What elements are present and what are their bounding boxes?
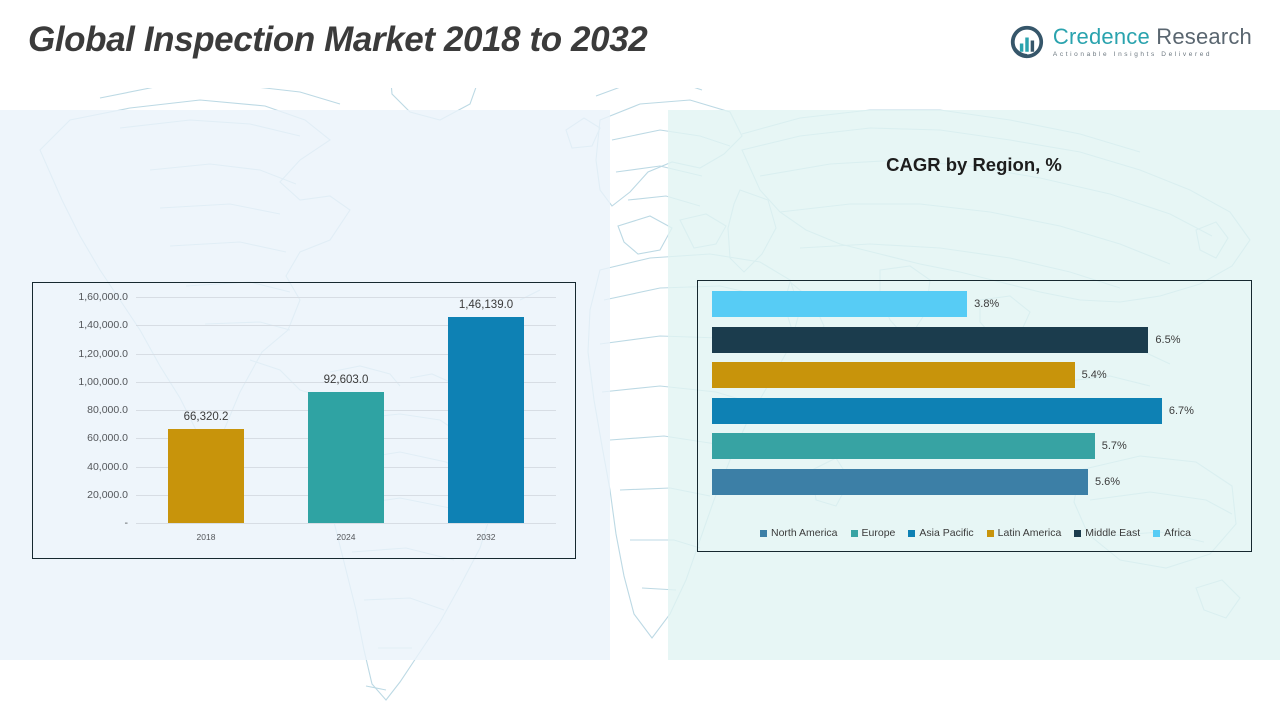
bar-row-latin-america: 5.4% <box>712 362 1107 388</box>
gridline: 1,60,000.0 <box>78 291 556 303</box>
bar-asia-pacific <box>712 397 1162 424</box>
right-chart-plot-area: 3.8% 6.5% 5.4% 6.7% 5.7% 5.6% <box>712 291 1194 503</box>
bar-value-label: 5.4% <box>1081 369 1107 381</box>
brand-logo: Credence Research Actionable Insights De… <box>1009 24 1252 60</box>
bar-2032: 1,46,139.0 2032 <box>448 299 524 542</box>
brand-tagline: Actionable Insights Delivered <box>1052 50 1213 58</box>
bar-value-label: 6.5% <box>1155 333 1181 346</box>
legend-swatch <box>760 529 767 537</box>
bar-value-label: 5.7% <box>1101 440 1127 452</box>
bar-row-asia-pacific: 6.7% <box>712 397 1194 424</box>
gridline: 1,00,000.0 <box>78 376 556 388</box>
legend-label: North America <box>771 527 838 539</box>
bar-africa <box>712 291 968 317</box>
bar-north-america <box>712 468 1088 495</box>
legend-label: Asia Pacific <box>919 527 974 539</box>
bar-value-label: 5.6% <box>1095 475 1121 488</box>
legend-item-asia-pacific[interactable]: Asia Pacific <box>908 527 974 539</box>
bar-value-label: 1,46,139.0 <box>458 298 514 311</box>
legend-swatch <box>1153 529 1161 537</box>
gridline: 1,40,000.0 <box>78 319 556 331</box>
bar-row-africa: 3.8% <box>712 291 999 317</box>
chart-legend: North America Europe Asia Pacific Latin Ame… <box>698 527 1253 539</box>
y-axis-tick-label: - <box>124 517 129 529</box>
bar-chart-circle-icon <box>1010 25 1044 59</box>
x-axis-tick-label: 2032 <box>476 532 496 542</box>
gridline: 1,20,000.0 <box>78 348 556 360</box>
y-axis-tick-label: 60,000.0 <box>87 432 128 445</box>
bar-value-label: 6.7% <box>1168 404 1194 417</box>
legend-item-north-america[interactable]: North America <box>760 527 838 539</box>
left-chart-plot-area: 1,60,000.0 1,40,000.0 1,20,000.0 1,00,000.0… <box>78 291 556 542</box>
legend-label: Middle East <box>1085 527 1141 539</box>
legend-swatch <box>1074 529 1082 537</box>
bar-value-label: 92,603.0 <box>323 374 369 387</box>
legend-swatch <box>908 529 916 537</box>
cagr-by-region-chart: 3.8% 6.5% 5.4% 6.7% 5.7% 5.6% North America Eu… <box>697 280 1252 552</box>
legend-swatch <box>850 529 858 537</box>
gridline: - <box>125 517 556 529</box>
legend-item-africa[interactable]: Africa <box>1153 527 1191 539</box>
y-axis-tick-label: 1,60,000.0 <box>78 291 128 303</box>
page-title: Global Inspection Market 2018 to 2032 <box>28 20 648 59</box>
x-axis-tick-label: 2024 <box>336 532 356 542</box>
legend-label: Africa <box>1164 527 1191 539</box>
bar-value-label: 66,320.2 <box>183 411 229 424</box>
bar-europe <box>712 433 1095 459</box>
legend-swatch <box>986 529 994 537</box>
bar-row-europe: 5.7% <box>712 433 1127 459</box>
brand-name-primary: Credence <box>1052 23 1150 49</box>
header-bar: Global Inspection Market 2018 to 2032 Cr… <box>0 0 1280 88</box>
y-axis-tick-label: 80,000.0 <box>87 404 128 416</box>
bar-value-label: 3.8% <box>974 298 1000 310</box>
y-axis-tick-label: 1,40,000.0 <box>78 319 128 332</box>
bar-latin-america <box>712 362 1075 388</box>
bar-row-middle-east: 6.5% <box>712 326 1181 353</box>
legend-label: Europe <box>861 527 896 539</box>
global-market-size-chart: 1,60,000.0 1,40,000.0 1,20,000.0 1,00,000.0… <box>32 282 576 559</box>
x-axis-tick-label: 2018 <box>196 532 216 542</box>
legend-item-europe[interactable]: Europe <box>850 527 896 539</box>
legend-label: Latin America <box>997 527 1062 539</box>
bar-2018: 66,320.2 2018 <box>168 411 244 542</box>
bar-row-north-america: 5.6% <box>712 468 1121 495</box>
legend-item-latin-america[interactable]: Latin America <box>986 527 1062 539</box>
bar-2024: 92,603.0 2024 <box>308 374 384 542</box>
right-chart-title: CAGR by Region, % <box>886 154 1062 175</box>
y-axis-tick-label: 1,00,000.0 <box>78 375 128 388</box>
y-axis-tick-label: 1,20,000.0 <box>78 347 128 360</box>
brand-name-secondary: Research <box>1149 23 1252 49</box>
legend-item-middle-east[interactable]: Middle East <box>1074 527 1140 539</box>
y-axis-tick-label: 20,000.0 <box>87 488 128 501</box>
y-axis-tick-label: 40,000.0 <box>87 460 128 473</box>
bar-middle-east <box>712 326 1149 353</box>
brand-name: Credence Research <box>1052 23 1252 49</box>
